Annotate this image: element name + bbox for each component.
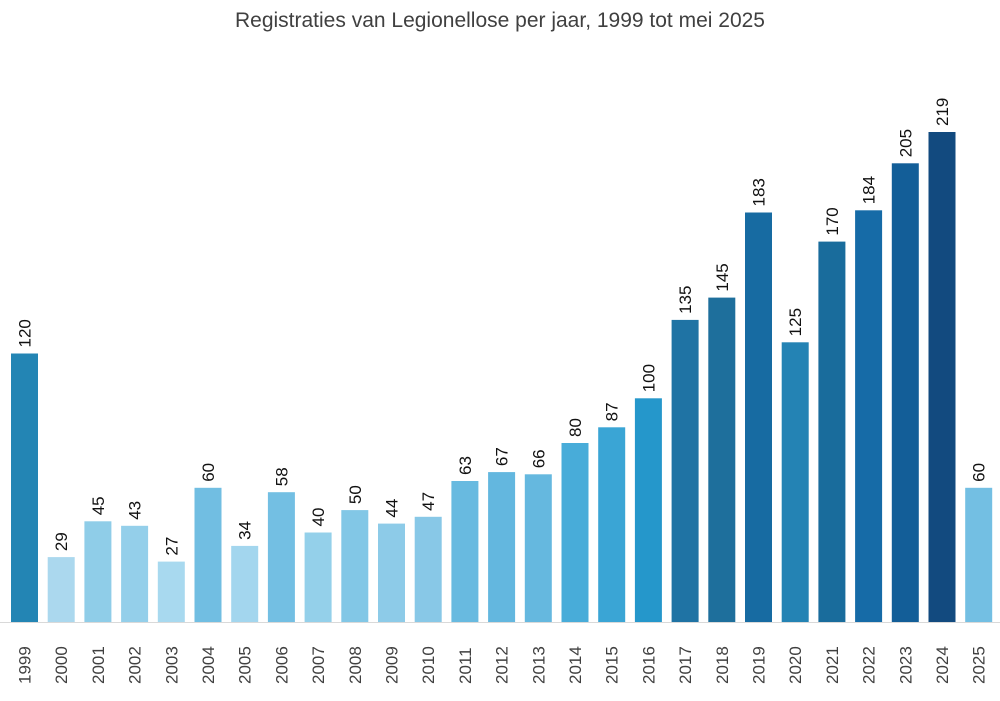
bar-2002 [121,525,149,622]
x-tick-2004: 2004 [199,646,218,684]
x-tick-2016: 2016 [639,646,658,684]
x-tick-2021: 2021 [823,646,842,684]
x-tick-2001: 2001 [89,646,108,684]
x-tick-2005: 2005 [236,646,255,684]
x-tick-2012: 2012 [493,646,512,684]
bar-2016 [634,398,662,622]
value-label-2014: 80 [566,418,585,437]
x-tick-2011: 2011 [456,647,475,684]
x-tick-2015: 2015 [603,646,622,684]
value-label-2021: 170 [823,207,842,235]
value-label-2017: 135 [676,286,695,314]
bar-2025 [965,487,993,622]
value-label-2018: 145 [713,263,732,291]
bar-2001 [84,521,112,622]
value-label-1999: 120 [16,319,35,347]
value-label-2010: 47 [419,492,438,511]
bar-2022 [855,210,883,623]
bar-2014 [561,443,589,622]
value-label-2020: 125 [786,308,805,336]
x-tick-2013: 2013 [529,646,548,684]
value-label-2004: 60 [199,463,218,482]
bar-2003 [157,561,185,622]
bar-2015 [598,427,626,622]
bar-2010 [414,516,442,622]
value-label-2016: 100 [639,364,658,392]
value-label-2011: 63 [456,456,475,475]
bar-2005 [231,545,259,622]
value-label-2023: 205 [896,129,915,157]
x-tick-2006: 2006 [272,646,291,684]
value-label-2000: 29 [52,532,71,551]
bar-2024 [928,132,956,622]
x-tick-2003: 2003 [162,646,181,684]
x-tick-2014: 2014 [566,646,585,684]
bar-2000 [47,557,75,622]
value-label-2015: 87 [603,402,622,421]
bar-1999 [11,353,38,622]
bar-2023 [891,163,919,623]
bar-2018 [708,297,736,622]
value-label-2013: 66 [529,449,548,468]
value-label-2005: 34 [236,521,255,540]
x-tick-2025: 2025 [970,646,989,684]
value-label-2025: 60 [970,463,989,482]
bar-2009 [378,523,405,622]
x-tick-2008: 2008 [346,646,365,684]
bar-2011 [451,481,479,622]
value-label-2006: 58 [272,467,291,486]
value-label-2019: 183 [750,178,769,206]
x-tick-2019: 2019 [750,646,769,684]
x-tick-2009: 2009 [383,646,402,684]
value-label-2003: 27 [162,537,181,556]
bar-2004 [194,487,222,622]
bar-2007 [304,532,332,622]
value-label-2024: 219 [933,98,952,126]
bar-2013 [524,474,552,622]
value-label-2008: 50 [346,485,365,504]
bar-2019 [745,212,772,622]
x-tick-2002: 2002 [126,646,145,684]
chart-title: Registraties van Legionellose per jaar, … [234,9,765,32]
x-tick-2010: 2010 [419,646,438,684]
x-tick-2022: 2022 [860,646,879,684]
x-tick-2020: 2020 [786,646,805,684]
x-tick-2007: 2007 [309,646,328,684]
value-label-2002: 43 [126,501,145,520]
value-label-2007: 40 [309,508,328,527]
x-tick-2000: 2000 [52,646,71,684]
x-tick-2023: 2023 [896,646,915,684]
bar-2020 [781,342,809,622]
bar-2008 [341,510,369,622]
x-tick-1999: 1999 [16,646,35,684]
x-tick-2017: 2017 [676,646,695,684]
bar-2021 [818,241,846,622]
x-tick-2018: 2018 [713,646,732,684]
value-label-2022: 184 [860,176,879,204]
bar-2006 [267,492,295,622]
value-label-2001: 45 [89,496,108,515]
value-label-2009: 44 [383,499,402,518]
bar-2012 [488,472,516,622]
bar-2017 [671,319,699,622]
x-tick-2024: 2024 [933,646,952,684]
value-label-2012: 67 [493,447,512,466]
